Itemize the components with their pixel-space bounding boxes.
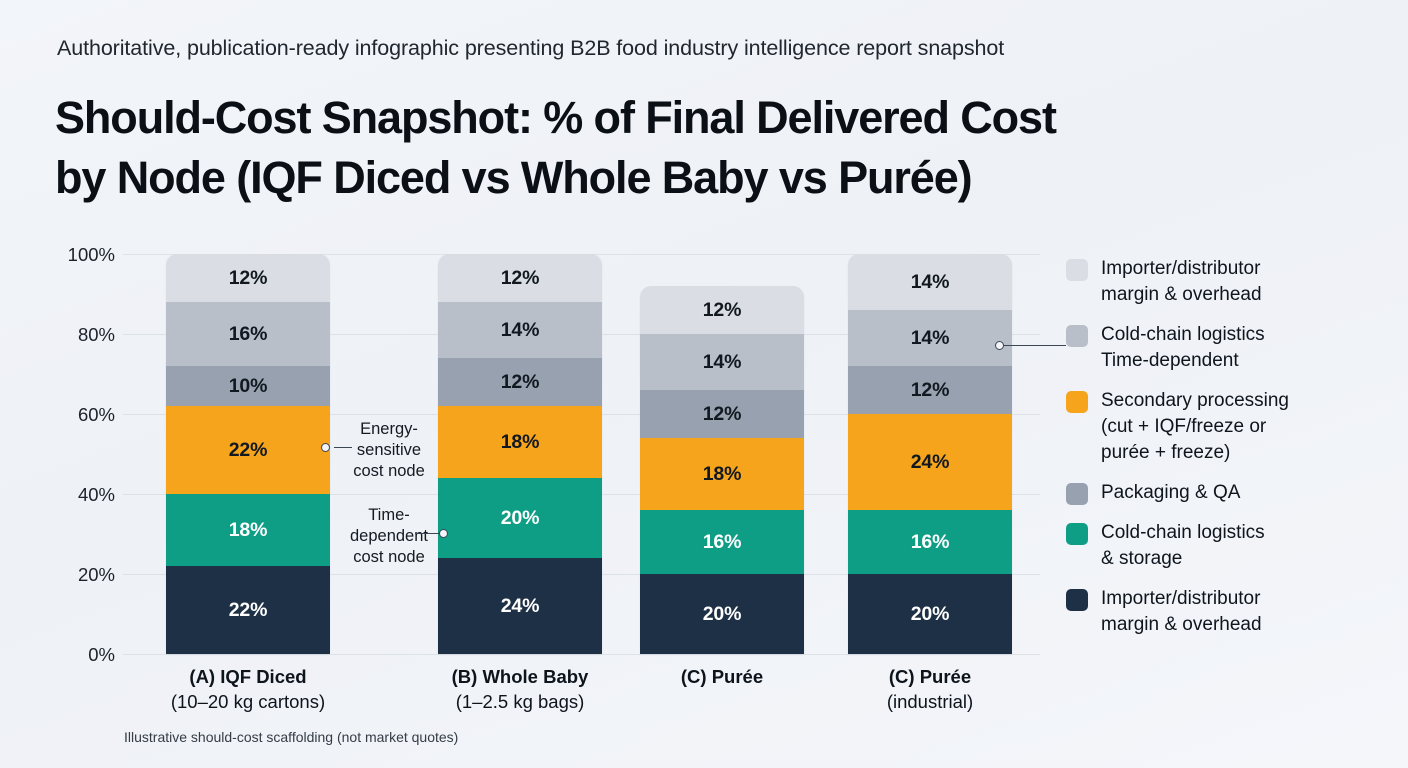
bar-segment[interactable]: 20% <box>848 574 1012 654</box>
legend-swatch-icon <box>1066 325 1088 347</box>
page-title-line-1: Should-Cost Snapshot: % of Final Deliver… <box>55 92 1057 143</box>
y-axis-tick-label: 60% <box>77 404 115 425</box>
y-axis-tick-label: 40% <box>77 484 115 505</box>
page-title-line-2: by Node (IQF Diced vs Whole Baby vs Puré… <box>55 152 973 203</box>
bar-segment[interactable]: 12% <box>848 366 1012 414</box>
gridline <box>123 654 1040 655</box>
chart-footnote: Illustrative should-cost scaffolding (no… <box>124 729 459 745</box>
x-axis-category-subtitle: (1–2.5 kg bags) <box>455 691 585 712</box>
bar-segment[interactable]: 16% <box>640 510 804 574</box>
callout-anchor-dot <box>439 529 448 538</box>
bar-segment[interactable]: 14% <box>848 254 1012 310</box>
legend-item-label: Cold-chain logistics & storage <box>1101 522 1265 569</box>
legend-item[interactable]: Secondary processing (cut + IQF/freeze o… <box>1066 388 1396 466</box>
bar-segment[interactable]: 16% <box>166 302 330 366</box>
legend-item[interactable]: Packaging & QA <box>1066 480 1396 506</box>
legend-item[interactable]: Cold-chain logistics & storage <box>1066 520 1396 572</box>
bar-segment[interactable]: 14% <box>640 334 804 390</box>
bar-stack[interactable]: 14% 14% 12% 24% 16% 20% <box>848 254 1012 654</box>
legend-item[interactable]: Cold-chain logistics Time-dependent <box>1066 322 1396 374</box>
callout-time-dependent: Time- dependent cost node <box>350 506 428 566</box>
bar-segment[interactable]: 12% <box>438 254 602 302</box>
bar-stack[interactable]: 12% 14% 12% 18% 20% 24% <box>438 254 602 654</box>
x-axis-category-title: (B) Whole Baby <box>451 666 589 687</box>
legend-anchor-dot <box>995 341 1004 350</box>
x-axis-category-title: (C) Purée <box>888 666 972 687</box>
bar-stack[interactable]: 12% 16% 10% 22% 18% 22% <box>166 254 330 654</box>
callout-leader-line <box>334 447 352 448</box>
legend-item[interactable]: Importer/distributor margin & overhead <box>1066 586 1396 638</box>
callout-energy-sensitive: Energy- sensitive cost node <box>353 420 425 480</box>
chart-legend: Importer/distributor margin & overhead Co… <box>1066 256 1396 652</box>
legend-item[interactable]: Importer/distributor margin & overhead <box>1066 256 1396 308</box>
bar-segment[interactable]: 18% <box>640 438 804 510</box>
bar-segment[interactable]: 18% <box>166 494 330 566</box>
bar-segment[interactable]: 18% <box>438 406 602 478</box>
bar-segment[interactable]: 12% <box>166 254 330 302</box>
callout-anchor-dot <box>321 443 330 452</box>
x-axis-category-label: (B) Whole Baby (1–2.5 kg bags) <box>390 664 650 714</box>
bar-segment[interactable]: 12% <box>640 390 804 438</box>
y-axis-tick-label: 100% <box>67 244 115 265</box>
kicker-text: Authoritative, publication-ready infogra… <box>57 36 1005 60</box>
bar-segment[interactable]: 24% <box>438 558 602 654</box>
x-axis-category-label: (C) Purée (industrial) <box>800 664 1060 714</box>
legend-leader-line <box>1000 345 1066 346</box>
legend-item-label: Cold-chain logistics Time-dependent <box>1101 324 1265 371</box>
legend-swatch-icon <box>1066 391 1088 413</box>
legend-swatch-icon <box>1066 589 1088 611</box>
legend-item-label: Importer/distributor margin & overhead <box>1101 588 1262 635</box>
legend-item-label: Importer/distributor margin & overhead <box>1101 258 1262 305</box>
x-axis-category-subtitle: (industrial) <box>886 691 974 712</box>
bar-segment[interactable]: 22% <box>166 406 330 494</box>
legend-swatch-icon <box>1066 259 1088 281</box>
bar-segment[interactable]: 10% <box>166 366 330 406</box>
bar-segment[interactable]: 20% <box>640 574 804 654</box>
bar-segment[interactable]: 16% <box>848 510 1012 574</box>
bar-segment[interactable]: 12% <box>438 358 602 406</box>
x-axis-category-label: (C) Purée <box>592 664 852 689</box>
legend-item-label: Packaging & QA <box>1101 482 1241 503</box>
callout-leader-line <box>415 533 443 534</box>
bar-segment[interactable]: 22% <box>166 566 330 654</box>
legend-item-label: Secondary processing (cut + IQF/freeze o… <box>1101 390 1289 463</box>
legend-swatch-icon <box>1066 523 1088 545</box>
x-axis-category-title: (A) IQF Diced <box>189 666 307 687</box>
x-axis-category-title: (C) Purée <box>680 666 764 687</box>
legend-swatch-icon <box>1066 483 1088 505</box>
x-axis-category-label: (A) IQF Diced (10–20 kg cartons) <box>118 664 378 714</box>
plot-area: 12% 16% 10% 22% 18% 22% 12% 14% 12% 18% 20% 24% 12% 1… <box>123 254 1040 655</box>
y-axis-tick-label: 20% <box>77 564 115 585</box>
x-axis-category-subtitle: (10–20 kg cartons) <box>170 691 326 712</box>
bar-stack[interactable]: 12% 14% 12% 18% 16% 20% <box>640 286 804 654</box>
bar-segment[interactable]: 14% <box>438 302 602 358</box>
y-axis-tick-label: 0% <box>88 644 115 665</box>
bar-segment[interactable]: 14% <box>848 310 1012 366</box>
page-title: Should-Cost Snapshot: % of Final Deliver… <box>55 88 1335 208</box>
bar-segment[interactable]: 12% <box>640 286 804 334</box>
bar-segment[interactable]: 20% <box>438 478 602 558</box>
y-axis-tick-label: 80% <box>77 324 115 345</box>
bar-segment[interactable]: 24% <box>848 414 1012 510</box>
